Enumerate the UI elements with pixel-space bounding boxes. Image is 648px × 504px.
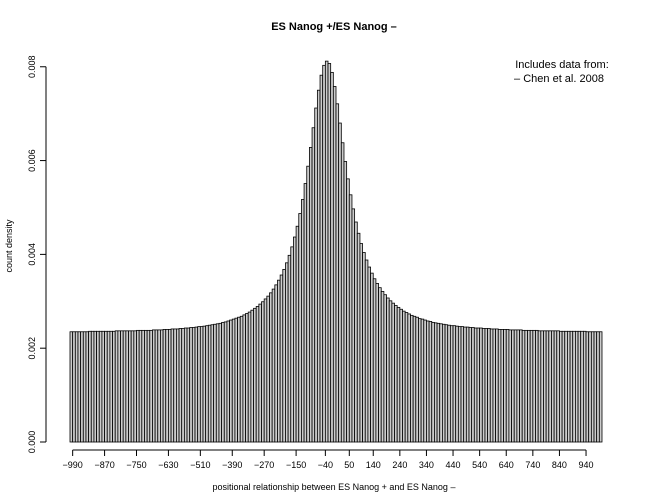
x-tick-label: −150 [286,460,306,470]
histogram-bars [69,60,603,443]
x-tick-label: −750 [126,460,146,470]
x-tick-label: 50 [344,460,354,470]
x-axis: −990 −870 −750 −630 −510 −390 −270 −150 −40 50 140… [63,449,594,470]
x-tick-label: −630 [158,460,178,470]
y-axis: 0.000 0.002 0.004 0.006 0.008 [27,55,47,454]
x-tick-label: −990 [63,460,83,470]
y-axis-label: count density [4,219,14,273]
x-tick-label: −40 [318,460,333,470]
x-tick-label: 540 [472,460,487,470]
x-tick-label: −870 [94,460,114,470]
x-tick-label: −390 [222,460,242,470]
y-tick-label: 0.000 [27,431,37,454]
y-tick-label: 0.006 [27,149,37,172]
x-tick-label: 340 [419,460,434,470]
y-tick-label: 0.008 [27,55,37,78]
x-tick-label: 940 [579,460,594,470]
x-axis-label: positional relationship between ES Nanog… [213,482,456,492]
x-tick-label: 440 [446,460,461,470]
x-tick-label: 840 [552,460,567,470]
x-tick-label: −270 [254,460,274,470]
y-tick-label: 0.004 [27,243,37,266]
x-tick-label: 640 [499,460,514,470]
annotation-line-1: Includes data from: [515,59,609,71]
x-tick-label: 740 [525,460,540,470]
x-tick-label: 140 [366,460,381,470]
x-tick-label: 240 [392,460,407,470]
x-tick-label: −510 [190,460,210,470]
annotation-line-2: – Chen et al. 2008 [514,73,604,85]
chart-title: ES Nanog +/ES Nanog – [271,21,397,33]
histogram-bar [598,331,603,443]
y-tick-label: 0.002 [27,337,37,360]
